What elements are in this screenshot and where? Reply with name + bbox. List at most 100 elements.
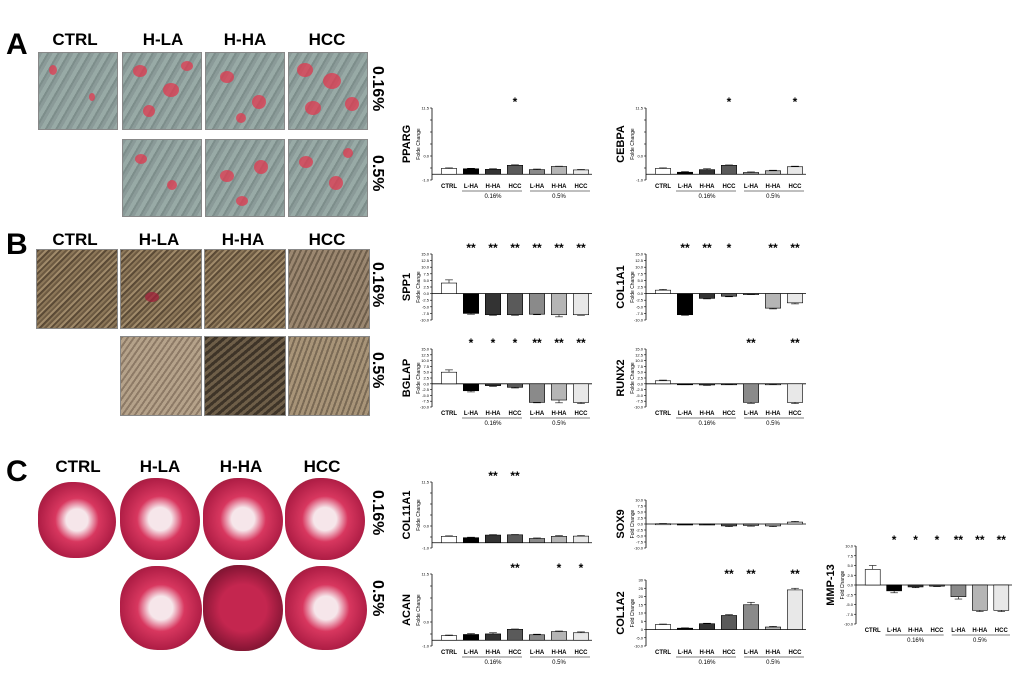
group-label: 0.16% [484,194,502,200]
gene-label: COL11A1 [401,491,413,540]
significance-marker: ** [768,241,778,255]
significance-marker: ** [576,241,586,255]
y-tick-label: -5.0 [636,534,644,539]
y-tick-label: 15.0 [421,347,430,352]
y-tick-label: 2.5 [637,516,643,521]
x-tick-label: HCC [723,411,737,417]
significance-marker: * [892,533,897,547]
x-tick-label: L-HA [887,628,902,634]
x-tick-label: CTRL [865,628,881,634]
y-tick-label: 10.0 [635,265,644,270]
bar-ctrl [654,289,671,294]
y-tick-label: 0 [641,627,644,632]
x-tick-label: CTRL [441,650,457,656]
bar-l-ha [677,627,694,630]
bar-l-ha [463,293,480,314]
bar-l-ha [743,604,760,630]
y-tick-label: 5 [641,619,644,624]
bar-hcc [929,584,945,587]
y-tick-label: -5.0 [846,602,854,607]
x-tick-label: H-HA [486,411,502,417]
significance-marker: ** [790,336,800,350]
bar-h-ha [699,383,716,386]
gene-label: COL1A2 [615,591,627,634]
significance-marker: * [469,336,474,350]
y-tick-label: -5.0 [422,304,430,309]
y-tick-label: 20 [639,594,644,599]
y-tick-label: 15.0 [635,252,644,257]
bar-l-ha [529,634,546,641]
significance-marker: ** [466,241,476,255]
bar-ctrl [440,371,457,385]
y-tick-label: -5.0 [636,304,644,309]
y-tick-label: 10.0 [635,498,644,503]
bar-h-ha [699,293,716,299]
micrograph-a-hla-05 [122,139,202,217]
bar-hcc [573,169,590,175]
x-tick-label: H-HA [972,628,988,634]
group-label: 0.5% [973,638,987,644]
y-tick-label: -7.5 [636,540,644,545]
x-tick-label: L-HA [464,411,479,417]
x-tick-label: L-HA [530,184,545,190]
group-label: 0.5% [552,660,566,666]
y-tick-label: 5.0 [423,370,429,375]
significance-marker: ** [790,241,800,255]
y-tick-label: 10.0 [421,358,430,363]
bar-hcc [573,535,590,544]
bar-hcc [507,534,524,544]
y-axis-label: Folde Change [416,594,422,626]
x-tick-label: L-HA [744,411,759,417]
y-tick-label: 7.5 [637,364,643,369]
y-tick-label: 7.5 [847,553,853,558]
significance-marker: ** [746,567,756,581]
row-label-a-016: 0.16% [369,66,386,112]
x-tick-label: L-HA [530,411,545,417]
micrograph-a-hha-016 [205,52,285,130]
chart-mmp13: MMP-13 Fold Change 10.0 7.5 5.0 2.5 0.0 -2.5 -5.… [825,533,1012,644]
bar-h-ha [485,383,502,386]
bar-h-ha [765,523,782,527]
y-tick-label: -2.5 [422,387,430,392]
bar-ctrl [440,282,457,294]
group-label: 0.5% [766,421,780,427]
significance-marker: * [727,241,732,255]
y-tick-label: 5.0 [637,370,643,375]
y-axis-label: Folde Change [630,271,636,303]
chart-pparg: PPARG Folde Change 11.5 0.0 -1.0 CTRL L-HA H-HA… [401,95,592,200]
gene-label: SPP1 [401,273,413,301]
y-tick-label: 11.5 [422,106,430,111]
y-tick-label: -1.0 [422,178,430,183]
group-label: 0.16% [907,638,925,644]
y-axis-label: Fold Change [630,598,636,627]
bar-l-ha [463,168,480,175]
bar-hcc [573,383,590,403]
y-tick-label: -7.5 [422,311,430,316]
y-tick-label: 12.5 [635,352,644,357]
bar-h-ha [551,383,568,401]
y-tick-label: -10.0 [634,318,644,323]
micrograph-a-hha-05 [205,139,285,217]
x-tick-label: CTRL [655,411,671,417]
bar-hcc [787,166,804,175]
bar-hcc [573,632,590,641]
tissue-section-c-hla-05 [120,566,202,650]
y-tick-label: 0.0 [847,583,853,588]
y-axis-label: Folde Change [416,128,422,160]
column-header-hcc: HCC [308,30,346,49]
row-label-b-016: 0.16% [369,262,386,308]
bar-hcc [993,584,1010,611]
bar-l-ha [463,634,480,641]
bar-ctrl [864,569,881,586]
chart-acan: ACAN Folde Change 11.5 0.0 -1.0 CTRL L-HA H-HA *… [401,561,592,666]
column-header-hcc-c: HCC [303,457,341,476]
significance-marker: ** [954,533,964,547]
tissue-section-c-hcc-016 [285,478,365,560]
x-tick-label: HCC [789,411,803,417]
x-tick-label: L-HA [678,184,693,190]
x-tick-label: L-HA [744,184,759,190]
group-label: 0.16% [698,194,716,200]
x-tick-label: HCC [509,411,523,417]
micrograph-b-hla-016 [120,249,202,329]
row-label-c-016: 0.16% [369,490,386,536]
